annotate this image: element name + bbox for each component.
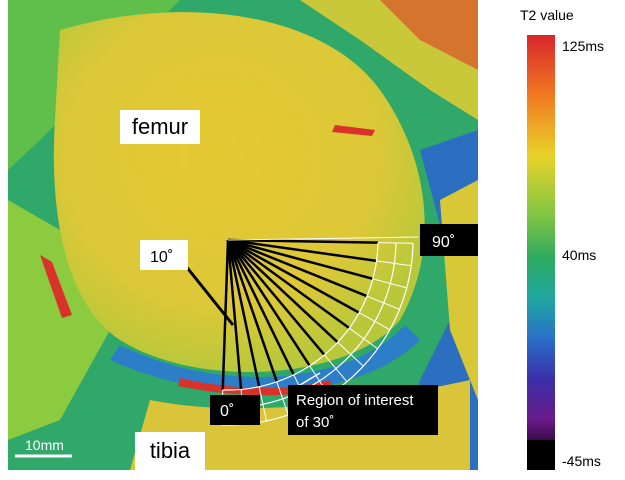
- colorbar-label: 125ms: [562, 38, 604, 54]
- scale-bar-label: 10mm: [25, 437, 64, 453]
- figure: femur tibia 10˚ 90˚ 0˚ Region of interes…: [0, 0, 625, 475]
- label-box: [210, 395, 260, 425]
- angle-label: 0˚: [220, 403, 234, 420]
- colorbar-label: -45ms: [562, 453, 601, 469]
- angle-label: 10˚: [150, 249, 173, 266]
- colorbar-title: T2 value: [520, 7, 574, 23]
- colorbar-label: 40ms: [562, 247, 596, 263]
- colorbar: [527, 35, 555, 440]
- mri-image: femur tibia 10˚ 90˚ 0˚ Region of interes…: [8, 0, 480, 470]
- roi-label: of 30˚: [296, 414, 334, 431]
- femur-label: femur: [132, 114, 188, 139]
- angle-label: 90˚: [432, 234, 455, 251]
- roi-label: Region of interest: [296, 392, 414, 409]
- tibia-label: tibia: [150, 438, 191, 463]
- colorbar-bottom: [527, 440, 555, 470]
